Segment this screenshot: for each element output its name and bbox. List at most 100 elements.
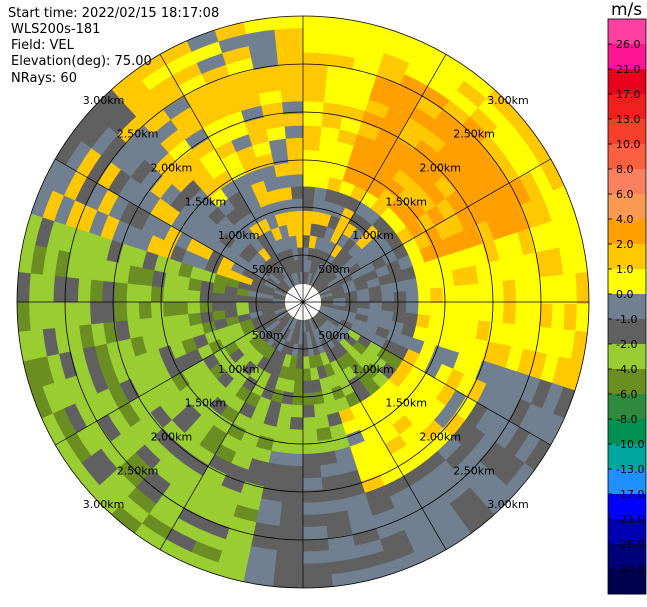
velocity-gate-cell [268,273,281,285]
velocity-gate-cell [432,513,465,541]
velocity-gate-cell [380,310,395,322]
velocity-gate-cell [371,334,387,349]
velocity-gate-cell [268,319,281,331]
velocity-gate-cell [402,464,429,488]
velocity-gate-cell [200,177,222,199]
velocity-gate-cell [343,334,358,348]
velocity-gate-cell [318,286,332,295]
velocity-gate-cell [277,264,289,278]
velocity-gate-cell [361,110,387,131]
velocity-gate-cell [347,242,363,258]
velocity-gate-cell [320,474,343,491]
velocity-gate-cell [327,176,344,193]
colorbar-segment [608,294,646,320]
velocity-gate-cell [528,224,548,255]
velocity-gate-cell [319,237,331,253]
velocity-gate-cell [74,425,102,457]
velocity-gate-cell [78,322,95,349]
velocity-gate-cell [142,468,171,495]
velocity-gate-cell [400,323,417,339]
velocity-gate-cell [459,247,477,269]
velocity-gate-cell [211,86,239,108]
velocity-gate-cell [162,301,177,317]
colorbar-segment [608,219,646,245]
velocity-gate-cell [97,475,128,506]
velocity-gate-cell [126,300,140,321]
velocity-gate-cell [152,427,177,452]
velocity-gate-cell [279,313,291,325]
velocity-gate-cell [280,278,292,290]
velocity-gate-cell [334,140,356,158]
velocity-gate-cell [287,428,303,443]
velocity-gate-cell [215,325,231,340]
colorbar-tick-label: 6.0 [616,188,634,201]
velocity-gate-cell [280,88,305,103]
velocity-gate-cell [208,249,225,265]
velocity-gate-cell [330,243,343,259]
velocity-gate-cell [279,76,305,91]
colorbar-tick-label: -6.0 [616,388,637,401]
velocity-gate-cell [216,98,243,119]
velocity-gate-cell [260,301,273,307]
velocity-gate-cell [201,63,232,86]
velocity-gate-cell [162,286,177,302]
velocity-gate-cell [496,455,526,488]
velocity-gate-cell [316,224,329,239]
velocity-gate-cell [442,286,456,304]
velocity-gate-cell [427,315,443,333]
velocity-gate-cell [249,351,264,367]
velocity-gate-cell [147,502,179,530]
velocity-gate-cell [352,341,368,356]
velocity-gate-cell [464,402,488,429]
velocity-gate-cell [345,296,359,303]
velocity-gate-cell [162,160,186,184]
velocity-gate-cell [420,420,444,444]
velocity-gate-cell [73,396,98,428]
velocity-gate-cell [270,336,282,350]
velocity-gate-cell [339,274,354,286]
velocity-gate-cell [476,195,499,222]
velocity-gate-cell [111,359,131,384]
velocity-gate-cell [305,331,312,345]
velocity-gate-cell [384,106,412,129]
velocity-gate-cell [295,356,303,370]
velocity-gate-cell [329,359,343,375]
velocity-gate-cell [343,310,357,320]
velocity-gate-cell [270,254,283,268]
velocity-gate-cell [170,517,202,542]
velocity-gate-cell [369,293,383,303]
velocity-gate-cell [284,316,294,329]
velocity-gate-cell [126,486,157,515]
velocity-gate-cell [310,379,323,394]
velocity-gate-cell [297,246,304,260]
velocity-gate-cell [327,257,341,271]
velocity-gate-cell [42,188,65,222]
velocity-gate-cell [344,306,358,314]
velocity-gate-cell [272,426,290,442]
velocity-gate-cell [434,469,463,496]
velocity-gate-cell [340,207,356,224]
velocity-gate-cell [167,441,193,465]
velocity-gate-cell [28,271,43,302]
velocity-gate-cell [114,319,131,342]
velocity-gate-cell [388,486,416,509]
azimuth-spoke [302,158,551,303]
velocity-gate-cell [308,318,316,332]
velocity-gate-cell [466,201,488,227]
velocity-gate-cell [287,317,296,331]
velocity-gate-cell [141,332,159,353]
velocity-gate-cell [419,244,437,264]
velocity-gate-cell [247,295,261,302]
velocity-gate-cell [243,469,267,488]
velocity-gate-cell [255,269,269,281]
velocity-gate-cell [522,325,540,354]
velocity-gate-cell [404,62,436,87]
velocity-gate-cell [220,151,243,171]
velocity-gate-cell [322,498,348,515]
range-ring-label: 2.00km [151,430,193,443]
velocity-gate-cell [127,395,151,421]
velocity-gate-cell [329,164,348,181]
velocity-gate-cell [206,158,228,180]
velocity-gate-cell [381,302,395,313]
velocity-gate-cell [374,326,391,340]
